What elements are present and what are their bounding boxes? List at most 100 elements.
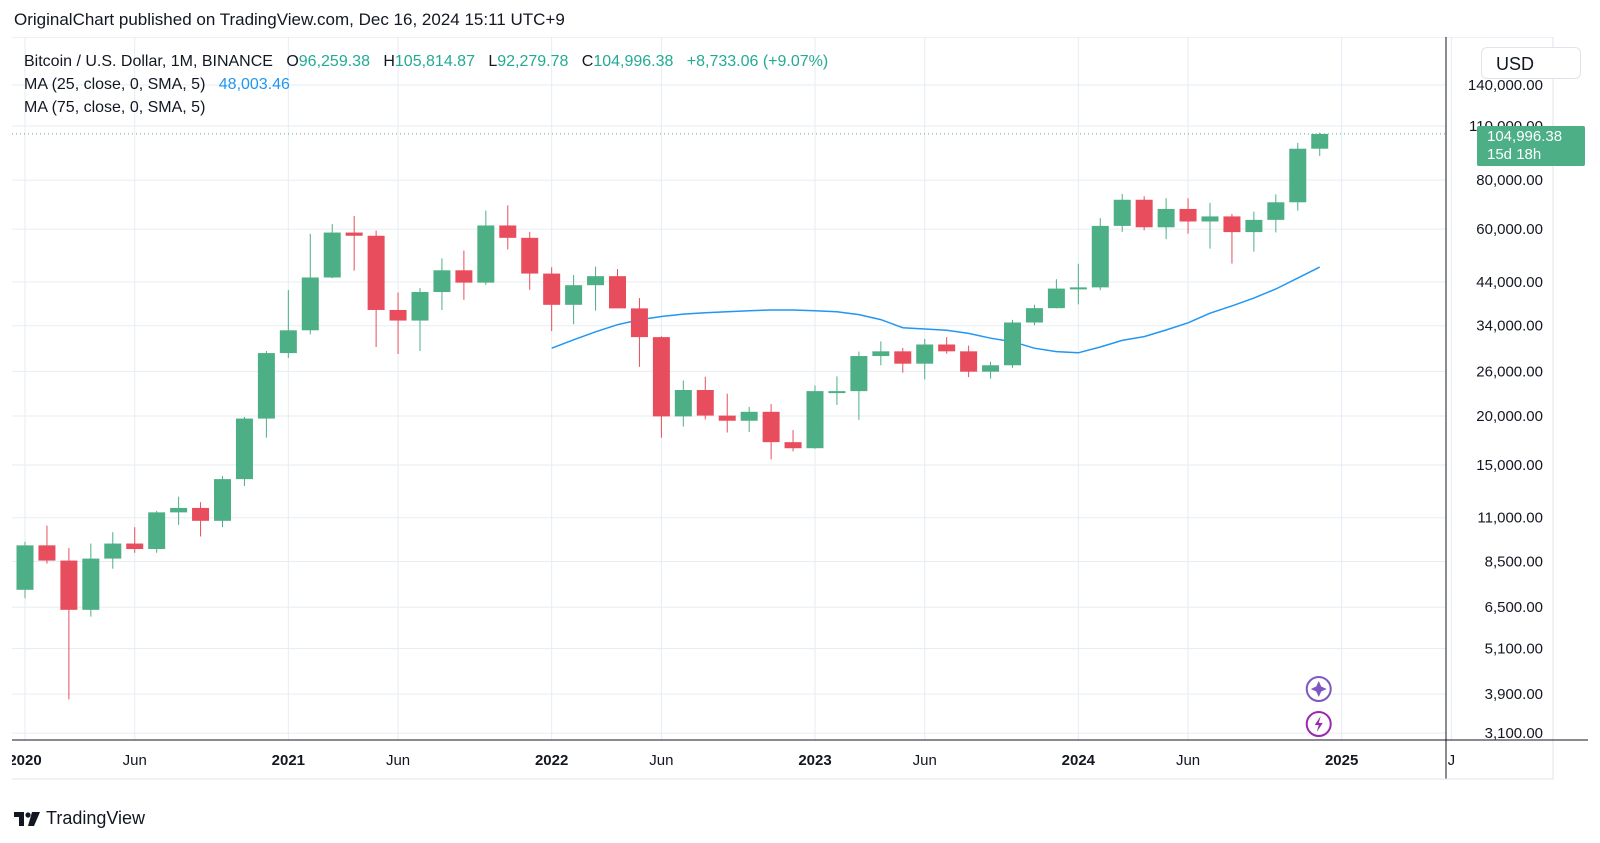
candle xyxy=(1157,198,1175,240)
y-tick-label: 8,500.00 xyxy=(1485,554,1543,571)
tradingview-logo[interactable]: TradingView xyxy=(14,808,145,829)
candle xyxy=(806,385,824,449)
candle-body xyxy=(982,365,1000,372)
legend-ma25-value: 48,003.46 xyxy=(218,76,290,93)
price-chart-svg[interactable]: 140,000.00110,000.0080,000.0060,000.0044… xyxy=(8,36,1588,797)
candle xyxy=(784,430,802,452)
legend-close: 104,996.38 xyxy=(593,53,674,70)
candle-body xyxy=(389,309,407,321)
candle-body xyxy=(257,353,275,419)
candle-body xyxy=(762,411,780,443)
candle-body xyxy=(411,292,429,321)
last-price-value: 104,996.38 xyxy=(1487,128,1563,145)
candle-body xyxy=(609,276,626,309)
candle-body xyxy=(499,225,517,238)
candle xyxy=(850,351,868,420)
candle xyxy=(235,416,253,487)
candle-body xyxy=(806,391,824,449)
legend-high: 105,814.87 xyxy=(394,53,475,70)
candle xyxy=(1047,279,1065,309)
x-tick-label: 2025 xyxy=(1325,752,1358,769)
y-tick-label: 3,100.00 xyxy=(1485,725,1543,742)
ma25-layer xyxy=(551,266,1321,354)
candle-body xyxy=(433,270,451,293)
candle-body xyxy=(477,225,495,283)
candle-body xyxy=(323,232,341,278)
candle-body xyxy=(674,390,692,417)
x-tick-label: 2024 xyxy=(1062,752,1096,769)
candle xyxy=(630,298,648,367)
candle-body xyxy=(279,330,297,354)
candle-body xyxy=(696,390,714,416)
x-tick-label: J xyxy=(1448,752,1456,769)
candle-body xyxy=(1091,225,1109,288)
candle xyxy=(411,288,429,352)
published-by-line: OriginalChart published on TradingView.c… xyxy=(14,10,565,29)
y-tick-label: 20,000.00 xyxy=(1476,408,1543,425)
candle-body xyxy=(1069,287,1087,290)
legend-high-label: H xyxy=(383,53,395,70)
candle xyxy=(214,476,231,528)
candles-layer xyxy=(16,132,1329,700)
x-tick-label: 2021 xyxy=(272,752,305,769)
candle-body xyxy=(1245,219,1263,233)
candle xyxy=(1135,196,1153,231)
candle xyxy=(982,361,1000,379)
candle xyxy=(1069,263,1087,305)
candle-body xyxy=(1157,208,1175,228)
candle-body xyxy=(170,507,188,513)
currency-button[interactable]: USD xyxy=(1481,47,1581,79)
candle xyxy=(916,338,934,380)
candle xyxy=(38,525,56,564)
candle xyxy=(1091,218,1109,291)
chart-frame[interactable]: 140,000.00110,000.0080,000.0060,000.0044… xyxy=(8,36,1588,797)
legend-ma25-label: MA (25, close, 0, SMA, 5) xyxy=(24,76,206,93)
candle xyxy=(389,292,407,354)
candle-body xyxy=(1135,199,1153,228)
candle xyxy=(652,336,670,438)
legend-ma25-row[interactable]: MA (25, close, 0, SMA, 5) 48,003.46 xyxy=(24,73,828,96)
candle xyxy=(740,406,758,433)
candle-body xyxy=(455,270,473,283)
last-price-tag: 104,996.38 15d 18h xyxy=(1477,126,1585,166)
candle xyxy=(60,548,78,700)
candle xyxy=(1201,202,1219,249)
candle xyxy=(104,532,122,569)
candle xyxy=(1267,194,1285,233)
candle-body xyxy=(1113,199,1131,226)
price-axis: 140,000.00110,000.0080,000.0060,000.0044… xyxy=(1445,37,1554,779)
y-tick-label: 140,000.00 xyxy=(1468,77,1543,94)
candle-body xyxy=(1289,148,1307,203)
candle-body xyxy=(1004,322,1021,366)
candle-body xyxy=(1311,133,1329,149)
x-tick-label: Jun xyxy=(649,752,673,769)
candle xyxy=(126,527,144,553)
candle-body xyxy=(916,344,934,364)
candle xyxy=(762,404,780,460)
candle xyxy=(872,341,890,366)
candle xyxy=(696,376,714,420)
y-tick-label: 5,100.00 xyxy=(1485,640,1543,657)
candle xyxy=(1025,304,1043,326)
candle-body xyxy=(1201,216,1219,222)
y-tick-label: 6,500.00 xyxy=(1485,599,1543,616)
candle-body xyxy=(301,277,319,331)
candle xyxy=(587,266,605,311)
candle-body xyxy=(38,545,56,561)
sparkle-icon-star xyxy=(1310,681,1327,697)
candle xyxy=(477,210,495,285)
y-tick-label: 34,000.00 xyxy=(1476,318,1543,335)
candle xyxy=(192,502,210,537)
legend-ma75-row[interactable]: MA (75, close, 0, SMA, 5) xyxy=(24,96,828,119)
candle-body xyxy=(82,558,100,610)
y-tick-label: 60,000.00 xyxy=(1476,221,1543,238)
candle xyxy=(565,275,583,325)
candle xyxy=(521,231,539,290)
candle-body xyxy=(740,411,758,421)
candle-body xyxy=(894,351,912,364)
y-tick-label: 3,900.00 xyxy=(1485,686,1543,703)
candle xyxy=(367,230,385,348)
candle xyxy=(499,205,517,250)
candle-body xyxy=(565,285,583,305)
candle xyxy=(455,250,473,300)
